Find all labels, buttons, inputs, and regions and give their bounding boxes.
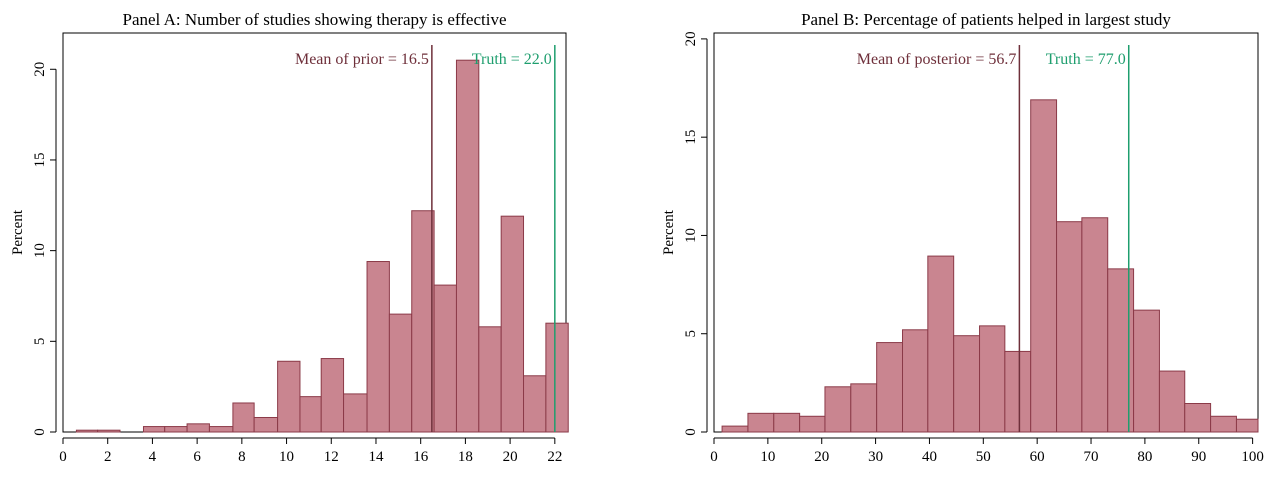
histogram-bar — [343, 393, 368, 433]
x-tick-label: 16 — [413, 449, 429, 465]
histogram-bar — [1184, 403, 1212, 433]
histogram-bar — [232, 402, 255, 433]
x-tick-label: 10 — [760, 449, 775, 465]
chart-title: Panel A: Number of studies showing thera… — [123, 10, 507, 29]
reference-line-label: Truth = 77.0 — [1046, 51, 1126, 68]
histogram-bar — [1056, 221, 1083, 433]
histogram-bar — [979, 325, 1006, 433]
x-tick-label: 12 — [324, 449, 339, 465]
histogram-bar — [1107, 268, 1135, 433]
histogram-bar — [433, 284, 457, 433]
x-tick-label: 0 — [59, 449, 67, 465]
histogram-bar — [277, 360, 301, 433]
y-axis-label: Percent — [10, 209, 26, 255]
x-tick-label: 30 — [868, 449, 883, 465]
histogram-bar — [97, 429, 121, 433]
x-tick-label: 2 — [104, 449, 112, 465]
histogram-bar — [1133, 309, 1160, 433]
y-tick-label: 0 — [32, 428, 48, 436]
histogram-bar — [186, 423, 210, 433]
x-tick-label: 8 — [238, 449, 246, 465]
x-tick-label: 18 — [458, 449, 473, 465]
histogram-bar — [523, 375, 547, 433]
x-tick-label: 90 — [1191, 449, 1206, 465]
x-tick-label: 22 — [547, 449, 562, 465]
histogram-bar — [320, 358, 345, 433]
histogram-bar — [902, 329, 929, 433]
histogram-bar — [366, 261, 390, 433]
histogram-bar — [299, 396, 322, 433]
x-tick-label: 20 — [503, 449, 518, 465]
histogram-bar — [545, 322, 569, 433]
y-tick-label: 20 — [683, 31, 699, 46]
x-tick-label: 6 — [193, 449, 201, 465]
histogram-bar — [799, 415, 826, 433]
histogram-bar — [773, 412, 801, 433]
x-tick-label: 14 — [368, 449, 384, 465]
x-tick-label: 40 — [922, 449, 937, 465]
histogram-bar — [747, 412, 775, 433]
panel-b-chart: Panel B: Percentage of patients helped i… — [661, 10, 1264, 465]
y-axis-label: Percent — [661, 209, 677, 255]
panel-a-chart: Panel A: Number of studies showing thera… — [10, 10, 569, 465]
y-tick-label: 0 — [683, 428, 699, 436]
histogram-bar — [500, 215, 525, 433]
histogram-bar — [142, 426, 166, 433]
histogram-bar — [1030, 99, 1058, 433]
y-tick-label: 10 — [683, 228, 699, 243]
histogram-bar — [478, 326, 502, 433]
histogram-bar — [1158, 370, 1186, 433]
histogram-bar — [411, 210, 435, 433]
y-tick-label: 10 — [32, 243, 48, 258]
histogram-bar — [455, 59, 480, 433]
histogram-bar — [876, 342, 904, 433]
x-tick-label: 4 — [149, 449, 157, 465]
y-tick-label: 5 — [32, 338, 48, 346]
reference-line-label: Mean of prior = 16.5 — [295, 51, 429, 68]
y-tick-label: 5 — [683, 330, 699, 338]
x-tick-label: 50 — [976, 449, 991, 465]
histogram-bar — [953, 335, 981, 433]
histogram-bar — [253, 416, 279, 433]
histogram-bar — [721, 425, 749, 433]
chart-title: Panel B: Percentage of patients helped i… — [801, 10, 1171, 29]
histogram-bar — [927, 255, 955, 433]
y-tick-label: 15 — [32, 152, 48, 167]
histogram-bar — [75, 429, 99, 433]
y-tick-label: 15 — [683, 130, 699, 145]
x-tick-label: 10 — [279, 449, 294, 465]
histogram-bar — [388, 313, 413, 433]
x-tick-label: 0 — [710, 449, 718, 465]
reference-line-label: Mean of posterior = 56.7 — [857, 51, 1017, 68]
histogram-bar — [1004, 350, 1032, 433]
x-tick-label: 60 — [1030, 449, 1045, 465]
histogram-bar — [208, 426, 234, 433]
histogram-bar — [1210, 415, 1237, 433]
histogram-bar — [850, 383, 878, 433]
histogram-bar — [824, 386, 852, 433]
x-tick-label: 70 — [1084, 449, 1099, 465]
x-tick-label: 80 — [1137, 449, 1152, 465]
reference-line-label: Truth = 22.0 — [472, 51, 552, 68]
histogram-bar — [164, 426, 188, 433]
y-tick-label: 20 — [32, 62, 48, 77]
histogram-bar — [1081, 217, 1109, 433]
x-tick-label: 100 — [1241, 449, 1264, 465]
x-tick-label: 20 — [814, 449, 829, 465]
histogram-bar — [1235, 418, 1259, 433]
